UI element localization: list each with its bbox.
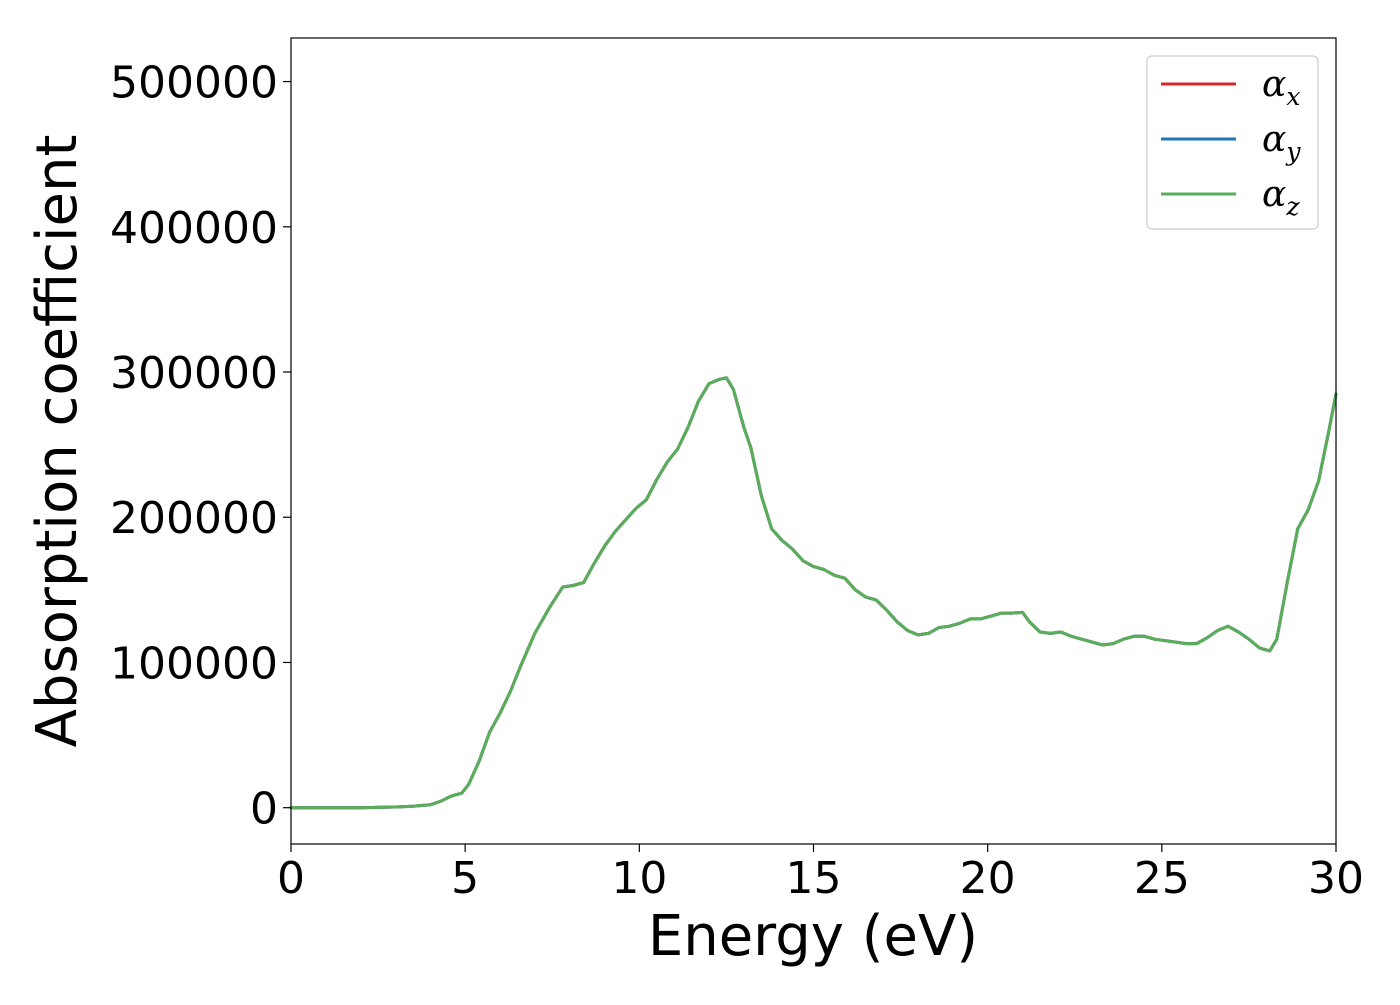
y-axis-ticks: 0 100000 200000 300000 400000 500000 — [110, 58, 291, 835]
x-tick-label: 20 — [960, 853, 1016, 904]
legend-label-symbol: α — [1262, 64, 1286, 105]
series-layer — [289, 376, 1338, 810]
legend-label-subscript: z — [1285, 192, 1300, 221]
x-tick-label: 5 — [451, 853, 479, 904]
series-line-alpha-z — [289, 376, 1338, 810]
y-tick-label: 100000 — [110, 638, 278, 689]
y-tick-label: 500000 — [110, 58, 278, 109]
legend-label-subscript: x — [1286, 82, 1300, 111]
x-tick-label: 15 — [786, 853, 842, 904]
x-tick-label: 10 — [611, 853, 667, 904]
x-tick-label: 30 — [1308, 853, 1364, 904]
x-axis-ticks: 0 5 10 15 20 25 30 — [277, 844, 1364, 904]
legend-box — [1146, 55, 1319, 230]
legend-label-alpha-y: αy — [1262, 119, 1301, 166]
legend-label-alpha-x: αx — [1262, 64, 1300, 111]
x-tick-label: 0 — [277, 853, 305, 904]
legend-label-symbol: α — [1262, 119, 1286, 160]
x-tick-label: 25 — [1134, 853, 1190, 904]
legend-label-symbol: α — [1262, 174, 1286, 215]
y-axis-label: Absorption coefficient — [25, 135, 90, 748]
y-tick-label: 200000 — [110, 493, 278, 544]
legend-label-alpha-z: αz — [1262, 174, 1300, 221]
x-axis-label: Energy (eV) — [648, 904, 978, 969]
y-tick-label: 400000 — [110, 203, 278, 254]
y-tick-label: 300000 — [110, 348, 278, 399]
legend-label-subscript: y — [1285, 137, 1301, 166]
y-tick-label: 0 — [250, 784, 278, 835]
